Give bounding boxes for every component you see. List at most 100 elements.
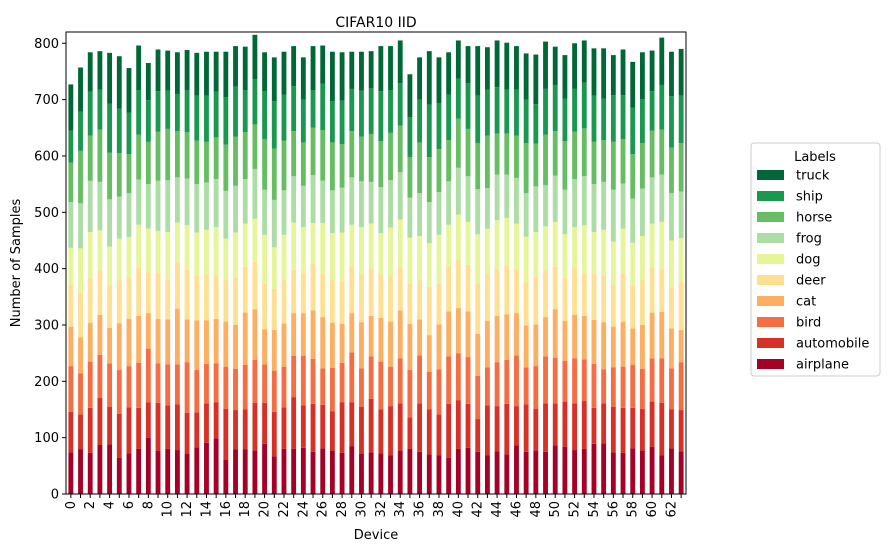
bar-segment-cat-45 <box>504 314 510 360</box>
bar-segment-horse-4 <box>107 152 113 200</box>
bar-segment-dog-48 <box>533 232 539 278</box>
bar-segment-horse-26 <box>320 130 326 181</box>
bar-segment-deer-62 <box>669 287 674 329</box>
bar-segment-automobile-62 <box>669 409 674 449</box>
bar-segment-airplane-2 <box>87 452 93 494</box>
bar-segment-cat-14 <box>204 320 209 364</box>
bar-segment-automobile-51 <box>562 401 568 447</box>
bar-segment-truck-58 <box>630 61 636 108</box>
bar-segment-ship-59 <box>639 99 645 143</box>
bar-segment-deer-32 <box>378 274 384 318</box>
bar-segment-truck-34 <box>397 40 403 84</box>
bar-segment-cat-46 <box>514 313 519 356</box>
bar-segment-bird-17 <box>233 368 238 411</box>
bar-segment-deer-9 <box>155 272 161 319</box>
bar-segment-ship-37 <box>426 104 432 158</box>
bar-segment-bird-14 <box>204 363 209 404</box>
bar-segment-dog-32 <box>378 233 384 275</box>
bar-segment-automobile-10 <box>165 405 171 449</box>
bar-segment-truck-6 <box>126 68 132 113</box>
bar-segment-dog-39 <box>446 224 452 267</box>
bar-segment-truck-17 <box>233 46 238 87</box>
bar-segment-horse-40 <box>455 118 461 168</box>
bar-segment-deer-5 <box>116 279 122 324</box>
bar-segment-ship-14 <box>204 95 209 142</box>
bar-segment-bird-19 <box>252 359 258 403</box>
bar-segment-truck-33 <box>388 46 393 91</box>
bar-segment-ship-21 <box>271 101 277 149</box>
bar-segment-cat-18 <box>242 312 248 365</box>
bar-segment-airplane-31 <box>368 452 374 494</box>
bar-segment-truck-40 <box>455 40 461 79</box>
bar-segment-ship-10 <box>165 90 171 129</box>
bar-segment-cat-15 <box>213 318 219 364</box>
bar-segment-cat-24 <box>300 313 306 356</box>
bar-segment-ship-27 <box>329 101 335 143</box>
bar-segment-cat-61 <box>659 312 665 359</box>
bar-segment-automobile-32 <box>378 409 384 454</box>
bar-segment-bird-34 <box>397 358 403 404</box>
bar-segment-ship-43 <box>484 89 490 136</box>
bar-segment-frog-55 <box>601 181 607 230</box>
bar-segment-deer-36 <box>417 280 423 320</box>
bar-segment-deer-30 <box>359 273 364 323</box>
bar-segment-frog-4 <box>107 199 113 247</box>
x-tick-label: 18 <box>238 501 253 518</box>
x-tick-label: 2 <box>83 501 98 509</box>
bar-segment-automobile-28 <box>339 402 345 453</box>
bar-segment-dog-37 <box>426 243 432 287</box>
bar-segment-automobile-15 <box>213 402 219 439</box>
bar-segment-truck-46 <box>514 46 519 90</box>
bar-segment-frog-51 <box>562 189 568 235</box>
bar-segment-automobile-56 <box>610 406 616 453</box>
bar-segment-airplane-21 <box>271 456 277 494</box>
bar-segment-cat-42 <box>475 333 481 376</box>
bar-segment-automobile-8 <box>145 402 151 438</box>
bar-segment-frog-18 <box>242 179 248 224</box>
bar-segment-truck-0 <box>68 84 74 131</box>
bar-segment-frog-11 <box>174 177 180 223</box>
bar-segment-frog-10 <box>165 180 171 233</box>
bar-segment-bird-16 <box>223 366 229 409</box>
bar-segment-ship-33 <box>388 90 393 133</box>
bar-segment-automobile-29 <box>349 402 355 447</box>
bar-segment-frog-42 <box>475 189 481 235</box>
bar-segment-bird-53 <box>581 359 587 402</box>
bar-segment-horse-56 <box>610 141 616 190</box>
bar-segment-automobile-20 <box>262 402 268 444</box>
bar-segment-ship-20 <box>262 91 268 140</box>
bar-segment-horse-30 <box>359 136 364 182</box>
bar-segment-frog-31 <box>368 181 374 224</box>
x-tick-label: 6 <box>122 501 137 509</box>
bar-segment-frog-43 <box>484 188 490 229</box>
bar-segment-horse-52 <box>572 131 578 180</box>
bar-segment-cat-63 <box>678 330 684 363</box>
bar-segment-truck-41 <box>465 46 471 84</box>
x-axis-label: Device <box>354 528 398 543</box>
bar-segment-bird-58 <box>630 364 636 408</box>
bar-segment-automobile-24 <box>300 405 306 448</box>
legend: Labels truck ship horse frog dog deer cat bird a… <box>750 142 881 377</box>
legend-items: truck ship horse frog dog deer cat bird automobi… <box>757 169 869 373</box>
bar-segment-cat-19 <box>252 309 258 360</box>
bar-segment-ship-39 <box>446 94 452 141</box>
bar-segment-dog-56 <box>610 241 616 285</box>
bar-segment-ship-29 <box>349 88 355 132</box>
bar-segment-truck-12 <box>184 50 190 91</box>
plot-frame <box>65 31 687 495</box>
bar-segment-bird-48 <box>533 366 539 409</box>
bar-segment-frog-54 <box>591 184 597 233</box>
bar-segment-ship-63 <box>678 95 684 143</box>
bar-segment-automobile-11 <box>174 404 180 451</box>
bar-segment-bird-35 <box>407 370 413 418</box>
bar-segment-airplane-12 <box>184 454 190 494</box>
bar-segment-automobile-37 <box>426 409 432 455</box>
bar-segment-dog-16 <box>223 238 229 281</box>
bar-segment-dog-18 <box>242 223 248 267</box>
legend-swatch-airplane <box>757 359 784 369</box>
bar-segment-ship-36 <box>417 99 423 143</box>
bar-segment-deer-12 <box>184 269 190 320</box>
bar-segment-dog-15 <box>213 226 219 276</box>
bar-segment-bird-5 <box>116 370 122 414</box>
bar-segment-dog-23 <box>291 222 297 270</box>
